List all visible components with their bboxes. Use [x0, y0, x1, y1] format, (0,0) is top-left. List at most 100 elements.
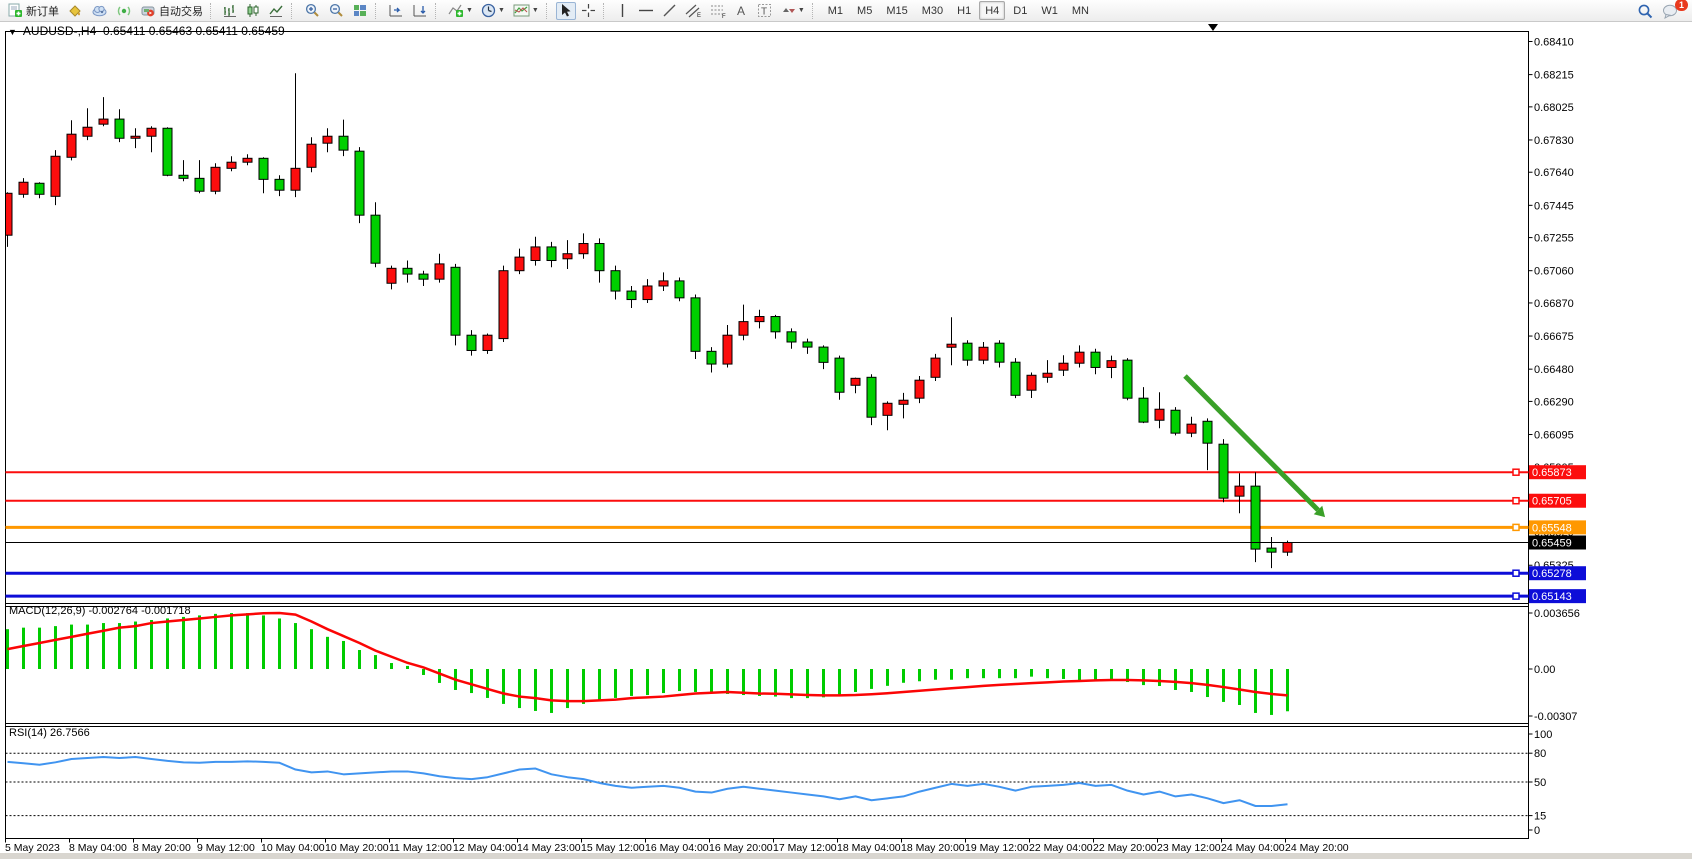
bar-chart-mode-button[interactable]: [220, 2, 241, 20]
candle-body: [306, 143, 317, 168]
chat-notifications-button[interactable]: 1: [1659, 0, 1688, 20]
candle-body: [226, 161, 237, 169]
auto-scroll-button[interactable]: [385, 2, 407, 20]
macd-histogram-bar: [166, 618, 169, 669]
candle-body: [98, 118, 109, 125]
candlestick-mode-button[interactable]: [243, 2, 264, 20]
new-order-button[interactable]: 新订单: [4, 2, 62, 20]
level-marker[interactable]: [1512, 523, 1520, 532]
time-axis-label: 11 May 12:00: [389, 842, 452, 854]
time-axis-label: 17 May 12:00: [773, 842, 837, 854]
tf-button-w1[interactable]: W1: [1041, 4, 1058, 17]
tf-button-h4[interactable]: H4: [979, 1, 1006, 20]
tf-button-m15[interactable]: M15: [886, 4, 908, 17]
collapse-triangle-icon[interactable]: ▼: [8, 27, 17, 37]
level-marker[interactable]: [1512, 496, 1520, 505]
candle-body: [978, 346, 989, 361]
chevron-down-icon: ▼: [531, 7, 539, 14]
crosshair-tool-button[interactable]: [578, 2, 599, 20]
macd-histogram-bar: [630, 669, 633, 696]
zoom-in-button[interactable]: [301, 2, 323, 20]
arrow-shapes-icon: [782, 8, 795, 13]
auto-trading-button[interactable]: 自动交易: [137, 2, 206, 20]
tf-button-mn[interactable]: MN: [1071, 4, 1089, 17]
tf-button-m30[interactable]: M30: [921, 4, 944, 17]
time-axis-label: 24 May 04:00: [1221, 842, 1285, 854]
candle-body: [1026, 374, 1037, 391]
fibonacci-tool-button[interactable]: F: [707, 2, 730, 20]
macd-histogram-bar: [406, 665, 409, 669]
candle-body: [610, 270, 621, 292]
candle-body: [770, 316, 781, 333]
search-button[interactable]: [1634, 2, 1657, 20]
candle-body: [1106, 360, 1117, 368]
chevron-down-icon: ▼: [466, 7, 473, 14]
macd-histogram-bar: [22, 627, 25, 669]
indicators-button[interactable]: ▼: [445, 2, 476, 20]
line-chart-mode-button[interactable]: [266, 2, 287, 20]
toolbar-separator: [210, 2, 216, 19]
tf-button-m5[interactable]: M5: [857, 4, 873, 17]
annotation-arrow[interactable]: [1183, 374, 1320, 512]
candle-body: [1266, 547, 1277, 553]
level-marker[interactable]: [1512, 569, 1520, 577]
vertical-line-tool-button[interactable]: [613, 2, 633, 20]
tf-button-h1[interactable]: H1: [957, 4, 972, 17]
styles-button[interactable]: [64, 2, 86, 20]
price-badge: [1529, 535, 1586, 550]
macd-signal-line: [7, 611, 1288, 703]
tile-windows-button[interactable]: [349, 2, 371, 20]
template-icon: [513, 4, 530, 17]
candle-body: [162, 127, 173, 176]
macd-histogram-bar: [1206, 669, 1209, 698]
clock-icon: [481, 3, 496, 18]
periods-button[interactable]: ▼: [478, 2, 508, 20]
time-axis-label: 8 May 20:00: [133, 842, 191, 854]
macd-histogram-bar: [70, 624, 73, 669]
candle-body: [1074, 351, 1085, 364]
svg-text:A: A: [737, 4, 745, 18]
macd-histogram-bar: [262, 615, 265, 669]
equidistant-channel-tool-button[interactable]: E: [682, 2, 705, 20]
macd-histogram-bar: [566, 669, 569, 709]
macd-histogram-bar: [806, 669, 809, 699]
horizontal-line-icon: [638, 9, 653, 12]
trendline-tool-button[interactable]: [659, 2, 680, 20]
macd-histogram-bar: [678, 669, 681, 692]
time-axis-label: 22 May 20:00: [1093, 842, 1157, 854]
tf-button-m1[interactable]: M1: [827, 4, 844, 17]
macd-histogram-bar: [774, 669, 777, 697]
cloud-sync-button[interactable]: [88, 2, 111, 20]
price-axis-label: 0.66480: [1534, 364, 1574, 376]
tf-button-d1[interactable]: D1: [1013, 4, 1028, 17]
price-axis-label: 0.67255: [1534, 233, 1574, 245]
macd-histogram-bar: [374, 655, 377, 669]
candle-body: [1090, 351, 1101, 368]
zoom-out-button[interactable]: [325, 2, 347, 20]
templates-button[interactable]: ▼: [510, 2, 542, 20]
candle-body: [402, 267, 413, 275]
macd-histogram-bar: [502, 669, 505, 704]
candle-body: [338, 135, 349, 151]
line-chart-icon: [269, 5, 283, 17]
arrows-tool-button[interactable]: ▼: [777, 2, 808, 20]
chart-shift-button[interactable]: [409, 2, 431, 20]
text-label-tool-button[interactable]: T: [754, 2, 775, 20]
macd-histogram-bar: [534, 669, 537, 711]
text-tool-button[interactable]: A: [732, 2, 752, 20]
price-axis-label: 0.66675: [1534, 331, 1574, 343]
new-order-label: 新订单: [26, 5, 59, 18]
level-marker[interactable]: [1512, 592, 1520, 600]
macd-histogram-bar: [1270, 669, 1273, 715]
horizontal-line-tool-button[interactable]: [635, 2, 657, 20]
annotation-arrow-head[interactable]: [1313, 505, 1326, 518]
macd-axis-label: -0.00307: [1534, 711, 1577, 723]
price-axis-label: 0.67445: [1534, 200, 1574, 212]
cursor-tool-button[interactable]: [555, 1, 576, 20]
macd-histogram-bar: [182, 616, 185, 669]
macd-histogram-bar: [598, 669, 601, 702]
level-marker[interactable]: [1512, 468, 1520, 476]
candle-body: [290, 167, 301, 191]
signals-button[interactable]: [113, 2, 135, 20]
